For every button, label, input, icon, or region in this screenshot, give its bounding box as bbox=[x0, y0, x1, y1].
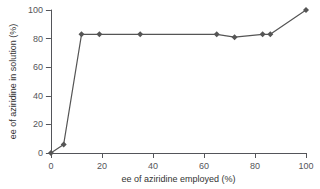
svg-text:0: 0 bbox=[48, 161, 53, 171]
svg-text:60: 60 bbox=[199, 161, 209, 171]
svg-text:60: 60 bbox=[33, 62, 43, 72]
svg-text:100: 100 bbox=[28, 5, 43, 15]
svg-text:80: 80 bbox=[33, 34, 43, 44]
svg-text:40: 40 bbox=[33, 91, 43, 101]
svg-text:ee of aziridine in solution (%: ee of aziridine in solution (%) bbox=[8, 24, 18, 140]
svg-text:ee of aziridine employed (%): ee of aziridine employed (%) bbox=[121, 174, 235, 184]
svg-text:100: 100 bbox=[298, 161, 313, 171]
svg-text:0: 0 bbox=[38, 148, 43, 158]
svg-text:80: 80 bbox=[250, 161, 260, 171]
svg-text:40: 40 bbox=[148, 161, 158, 171]
svg-text:20: 20 bbox=[33, 119, 43, 129]
svg-text:20: 20 bbox=[97, 161, 107, 171]
